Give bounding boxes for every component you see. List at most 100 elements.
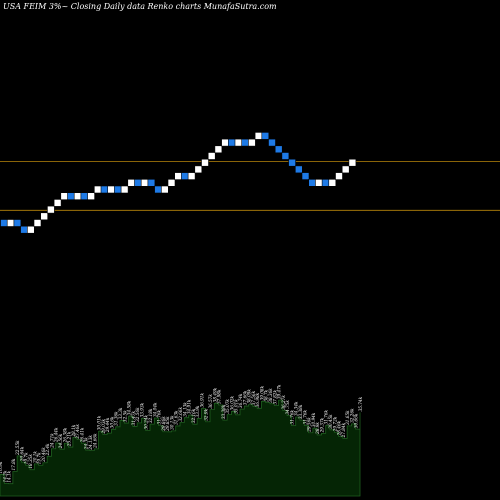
renko-brick-up: [174, 172, 182, 180]
volume-label: 34.13k: [182, 402, 187, 417]
volume-label: 24.13k: [88, 435, 93, 451]
volume-label: 27.46k: [75, 424, 80, 440]
volume-label: 30.45k: [328, 414, 333, 429]
volume-label: 24.66k: [92, 433, 97, 449]
renko-brick-up: [221, 138, 229, 147]
volume-label: 29.37k: [319, 417, 324, 433]
volume-label: 24.56k: [58, 433, 63, 449]
volume-label: 37.82k: [272, 390, 277, 405]
renko-brick-up: [328, 179, 337, 187]
renko-brick-down: [100, 185, 109, 194]
volume-label: 33.93k: [139, 402, 144, 417]
renko-brick-up: [53, 199, 62, 207]
volume-label: 16.9k: [0, 461, 3, 473]
volume-label: 31.76k: [302, 410, 307, 425]
volume-label: 36.27k: [281, 395, 286, 410]
volume-label: 32.18k: [148, 408, 153, 423]
renko-brick-down: [67, 192, 75, 200]
volume-label: 20.1k: [32, 451, 37, 464]
volume-label: 39.47k: [277, 384, 282, 399]
volume-label: 35.01k: [234, 399, 239, 414]
chart-title: USA FEIM 3%~ Closing Daily data Renko ch…: [3, 2, 277, 11]
volume-label: 19.7k: [24, 452, 29, 464]
volume-label: 30.66k: [354, 413, 359, 428]
renko-brick-up: [33, 219, 42, 227]
renko-brick-up: [254, 132, 263, 140]
renko-brick-up: [60, 192, 69, 200]
renko-brick-up: [107, 185, 115, 194]
volume-label: 26.41k: [79, 427, 84, 443]
volume-label: 31.65k: [345, 410, 350, 425]
volume-label: 31.76k: [157, 410, 162, 425]
volume-label: 19.7k: [37, 452, 42, 464]
renko-brick-down: [13, 219, 22, 227]
volume-label: 29.86k: [161, 416, 166, 432]
volume-label: 36.91k: [199, 393, 204, 408]
renko-brick-down: [134, 179, 142, 187]
volume-label: 31.47k: [131, 410, 136, 425]
volume-label: 27.84k: [341, 422, 346, 438]
volume-label: 28.1k: [71, 424, 76, 437]
volume-label: 20.46k: [41, 447, 46, 463]
volume-label: 35.07k: [225, 399, 230, 414]
volume-label: 39.08k: [259, 385, 264, 400]
volume-label: 25.21k: [67, 431, 72, 447]
volume-label: 37.98k: [217, 389, 222, 404]
renko-brick-up: [47, 205, 55, 214]
renko-brick-down: [147, 179, 156, 187]
volume-label: 31.63k: [174, 410, 179, 425]
renko-brick-down: [181, 172, 189, 180]
renko-brick-up: [94, 185, 102, 194]
volume-label: 34.04k: [152, 402, 157, 417]
renko-brick-up: [73, 192, 82, 200]
renko-brick-down: [321, 179, 330, 187]
renko-brick-down: [281, 152, 290, 160]
volume-label: 26.38k: [62, 427, 67, 443]
volume-label: 20.64k: [19, 446, 24, 462]
volume-label: 32.5k: [122, 410, 127, 422]
volume-label: 30.6k: [109, 416, 114, 428]
renko-brick-down: [288, 158, 296, 167]
volume-label: 38.36k: [268, 388, 273, 403]
volume-label: 30.01k: [97, 415, 102, 430]
volume-label: 29.72k: [332, 416, 337, 432]
volume-label: 36.74k: [238, 393, 243, 408]
volume-label: 36.98k: [255, 392, 260, 407]
volume-label: 31.36k: [114, 411, 119, 426]
renko-brick-up: [234, 138, 243, 147]
volume-label: 33.3k: [118, 407, 123, 419]
volume-label: 29.56k: [307, 417, 312, 433]
renko-brick-up: [187, 172, 196, 180]
renko-brick-down: [154, 185, 162, 194]
renko-brick-up: [341, 165, 350, 174]
renko-brick-up: [87, 192, 95, 200]
renko-brick-up: [120, 185, 129, 194]
volume-label: 32.16k: [191, 408, 196, 423]
volume-label: 35.74k: [358, 396, 363, 411]
volume-label: 32.66k: [178, 407, 183, 422]
renko-brick-up: [194, 165, 203, 174]
renko-brick-up: [248, 138, 256, 147]
volume-label: 29.03k: [101, 419, 106, 435]
volume-label: 34.58k: [127, 400, 132, 415]
volume-label: 30.13k: [169, 415, 174, 430]
volume-label: 37.66k: [242, 390, 247, 405]
volume-label: 22.4k: [45, 443, 50, 456]
renko-brick-up: [335, 172, 343, 180]
volume-label: 36.02k: [229, 395, 234, 410]
renko-brick-up: [315, 179, 323, 187]
volume-label: 29.44k: [105, 417, 110, 433]
volume-label: 38.7k: [264, 389, 269, 401]
renko-brick-up: [40, 212, 49, 221]
renko-brick-up: [214, 145, 223, 154]
volume-label: 24.3k: [84, 437, 89, 450]
renko-brick-up: [6, 219, 15, 227]
level-lines: [0, 161, 500, 211]
volume-label: 28.46k: [337, 420, 342, 436]
renko-brick-up: [161, 185, 169, 194]
renko-brick-down: [268, 138, 276, 147]
volume-label: 14.2k: [2, 470, 7, 482]
renko-brick-down: [294, 165, 303, 174]
volume-label: 38.49k: [212, 387, 217, 402]
